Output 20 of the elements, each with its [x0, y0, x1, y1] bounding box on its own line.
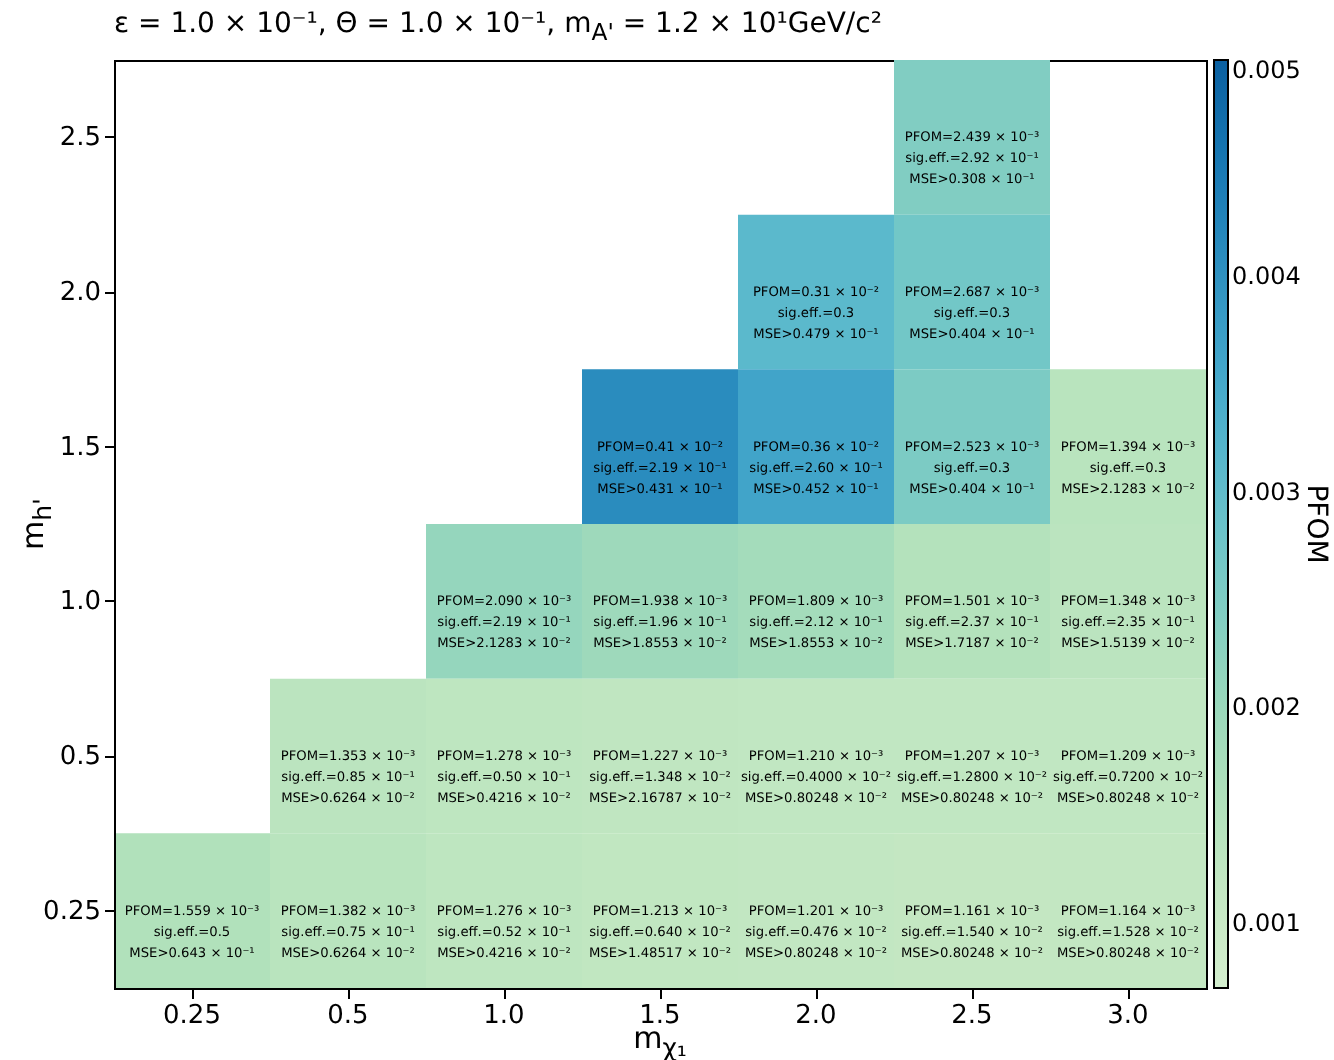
color-bar-label: 0.002 [1232, 693, 1301, 722]
color-bar-label: 0.001 [1232, 909, 1301, 938]
y-tick-label: 1.0 [59, 587, 101, 618]
x-tick-label: 0.5 [327, 1001, 369, 1031]
y-tick-label: 2.0 [59, 278, 101, 308]
y-tick-label: 1.5 [59, 432, 101, 463]
x-tick-label: 3.0 [1107, 1001, 1149, 1031]
y-tick-label: 0.5 [59, 742, 101, 772]
chart-title: ε = 1.0 × 10⁻¹, Θ = 1.0 × 10⁻¹, m$_{A'}$ = 1.2 × 10¹GeV/c² [114, 8, 882, 46]
x-tick-label: 0.25 [163, 1001, 221, 1031]
y-tick-label: 0.25 [43, 896, 101, 927]
color-bar-title: PFOM [1300, 484, 1332, 564]
x-tick-label: 1.5 [639, 1001, 681, 1031]
color-bar-label: 0.005 [1232, 56, 1301, 84]
x-tick-label: 1.0 [483, 1001, 525, 1031]
color-bar-label: 0.003 [1232, 477, 1301, 506]
color-bar-label: 0.004 [1232, 261, 1301, 290]
x-tick-label: 2.5 [951, 1001, 993, 1031]
y-tick-label: 2.5 [59, 123, 101, 154]
x-tick-label: 2.0 [795, 1001, 837, 1031]
